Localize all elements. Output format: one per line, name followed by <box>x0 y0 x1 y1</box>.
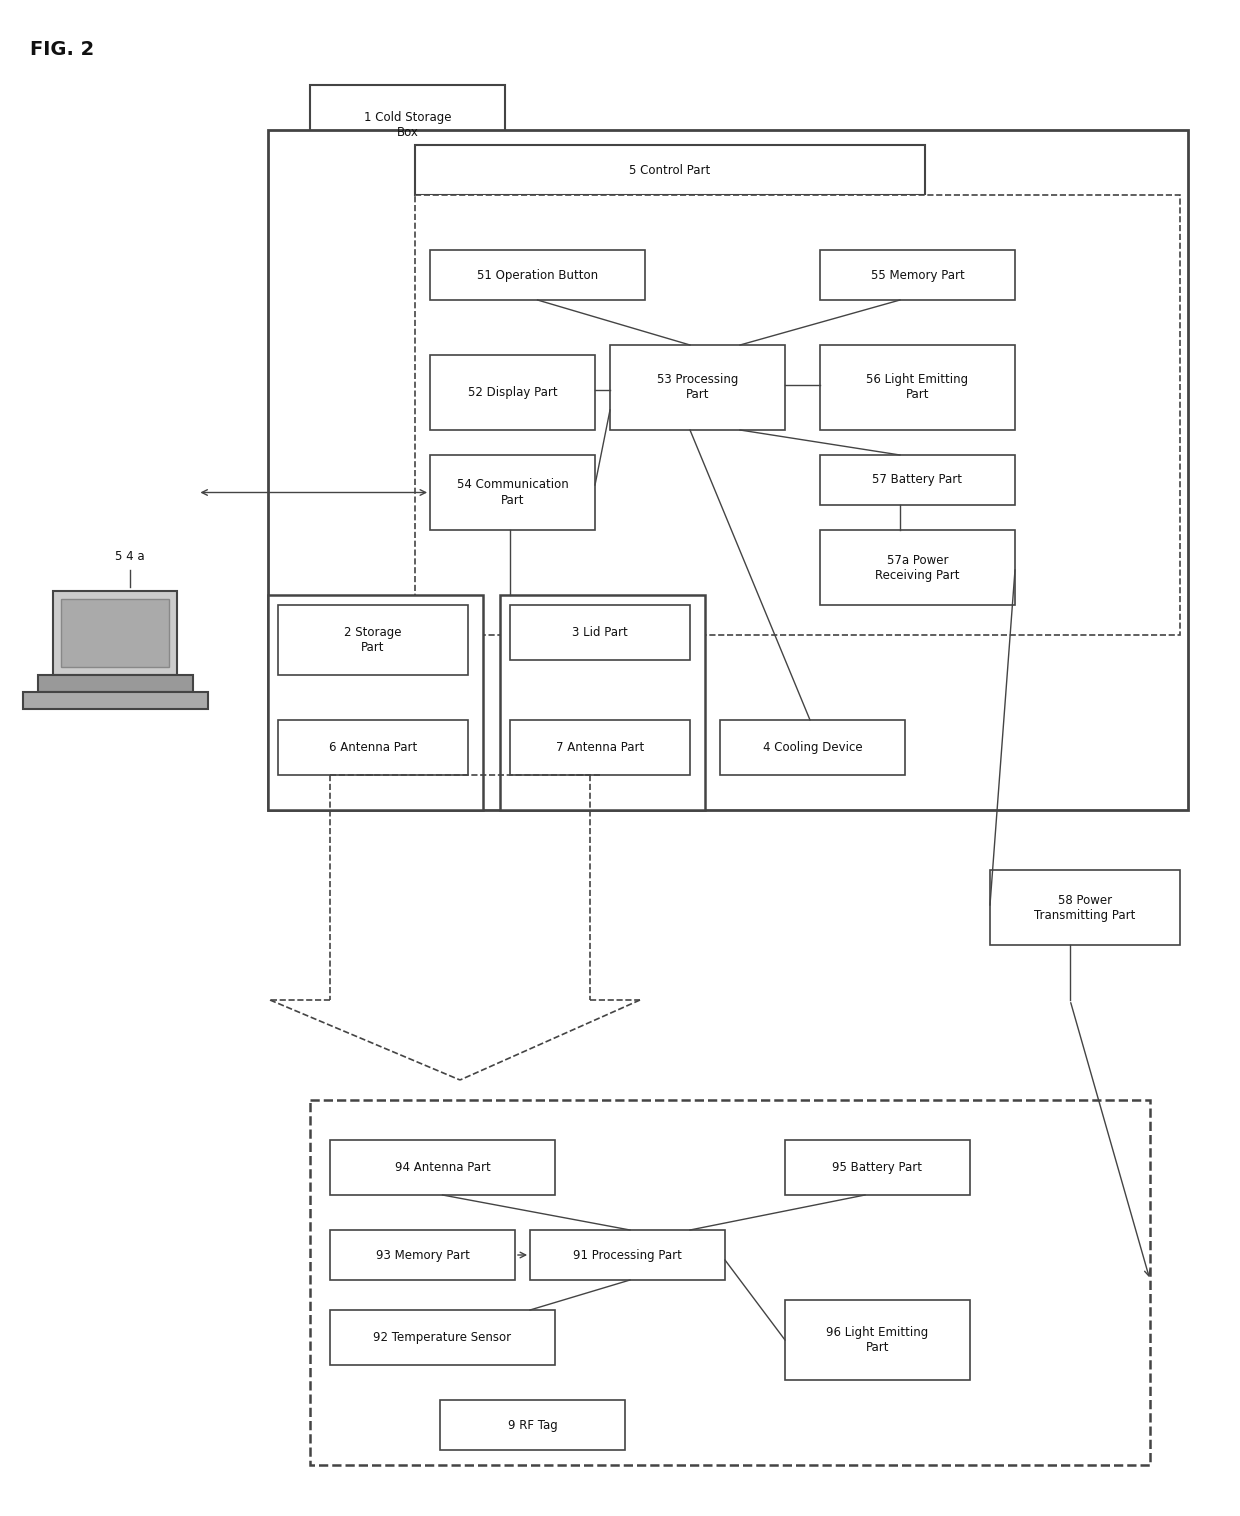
Bar <box>510 605 689 659</box>
Text: 58 Power
Transmitting Part: 58 Power Transmitting Part <box>1034 893 1136 922</box>
Bar <box>820 250 1016 300</box>
Text: 3 Lid Part: 3 Lid Part <box>572 626 627 640</box>
Bar <box>37 675 192 691</box>
Text: 1 Cold Storage
Box: 1 Cold Storage Box <box>363 111 451 139</box>
Bar <box>430 250 645 300</box>
Bar <box>415 146 925 196</box>
Bar <box>310 85 505 165</box>
Text: 54 Communication
Part: 54 Communication Part <box>456 479 568 506</box>
Text: FIG. 2: FIG. 2 <box>30 39 94 59</box>
Text: 92 Temperature Sensor: 92 Temperature Sensor <box>373 1331 512 1345</box>
Bar <box>415 196 1180 635</box>
Bar <box>330 1310 556 1364</box>
Text: 5 4 a: 5 4 a <box>115 550 145 562</box>
Bar <box>720 720 905 775</box>
Text: 95 Battery Part: 95 Battery Part <box>832 1161 923 1173</box>
Text: 6 Antenna Part: 6 Antenna Part <box>329 741 417 753</box>
Text: 53 Processing
Part: 53 Processing Part <box>657 373 738 402</box>
Text: 52 Display Part: 52 Display Part <box>467 387 557 399</box>
Bar <box>610 346 785 431</box>
Bar <box>430 355 595 431</box>
Text: 57a Power
Receiving Part: 57a Power Receiving Part <box>875 553 960 582</box>
Text: 56 Light Emitting
Part: 56 Light Emitting Part <box>867 373 968 402</box>
Bar <box>820 531 1016 605</box>
Bar <box>430 455 595 531</box>
Bar <box>785 1301 970 1380</box>
Bar <box>820 455 1016 505</box>
Bar <box>529 1229 725 1280</box>
Bar <box>278 720 467 775</box>
Bar <box>990 870 1180 944</box>
Bar <box>510 720 689 775</box>
Text: 94 Antenna Part: 94 Antenna Part <box>394 1161 490 1173</box>
Bar <box>785 1140 970 1195</box>
Text: 9 RF Tag: 9 RF Tag <box>507 1419 557 1431</box>
Bar <box>500 594 706 810</box>
Text: 55 Memory Part: 55 Memory Part <box>870 268 965 282</box>
Bar <box>268 594 484 810</box>
Bar <box>440 1399 625 1449</box>
Bar <box>268 130 1188 810</box>
Text: 5 Control Part: 5 Control Part <box>630 164 711 176</box>
Text: 57 Battery Part: 57 Battery Part <box>873 473 962 487</box>
Bar <box>53 591 177 675</box>
Bar <box>278 605 467 675</box>
Bar <box>310 1101 1149 1464</box>
Text: 96 Light Emitting
Part: 96 Light Emitting Part <box>826 1326 929 1354</box>
Bar <box>820 346 1016 431</box>
Text: 93 Memory Part: 93 Memory Part <box>376 1249 470 1261</box>
Text: 91 Processing Part: 91 Processing Part <box>573 1249 682 1261</box>
Bar <box>330 1140 556 1195</box>
Text: 51 Operation Button: 51 Operation Button <box>477 268 598 282</box>
Bar <box>61 599 169 667</box>
Text: 2 Storage
Part: 2 Storage Part <box>345 626 402 653</box>
Bar <box>330 1229 515 1280</box>
Text: 7 Antenna Part: 7 Antenna Part <box>556 741 644 753</box>
Text: 4 Cooling Device: 4 Cooling Device <box>763 741 862 753</box>
Bar <box>22 691 207 708</box>
